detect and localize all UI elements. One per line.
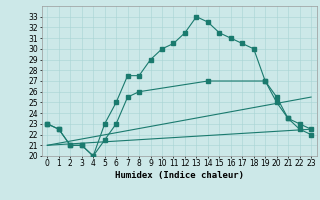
X-axis label: Humidex (Indice chaleur): Humidex (Indice chaleur) — [115, 171, 244, 180]
